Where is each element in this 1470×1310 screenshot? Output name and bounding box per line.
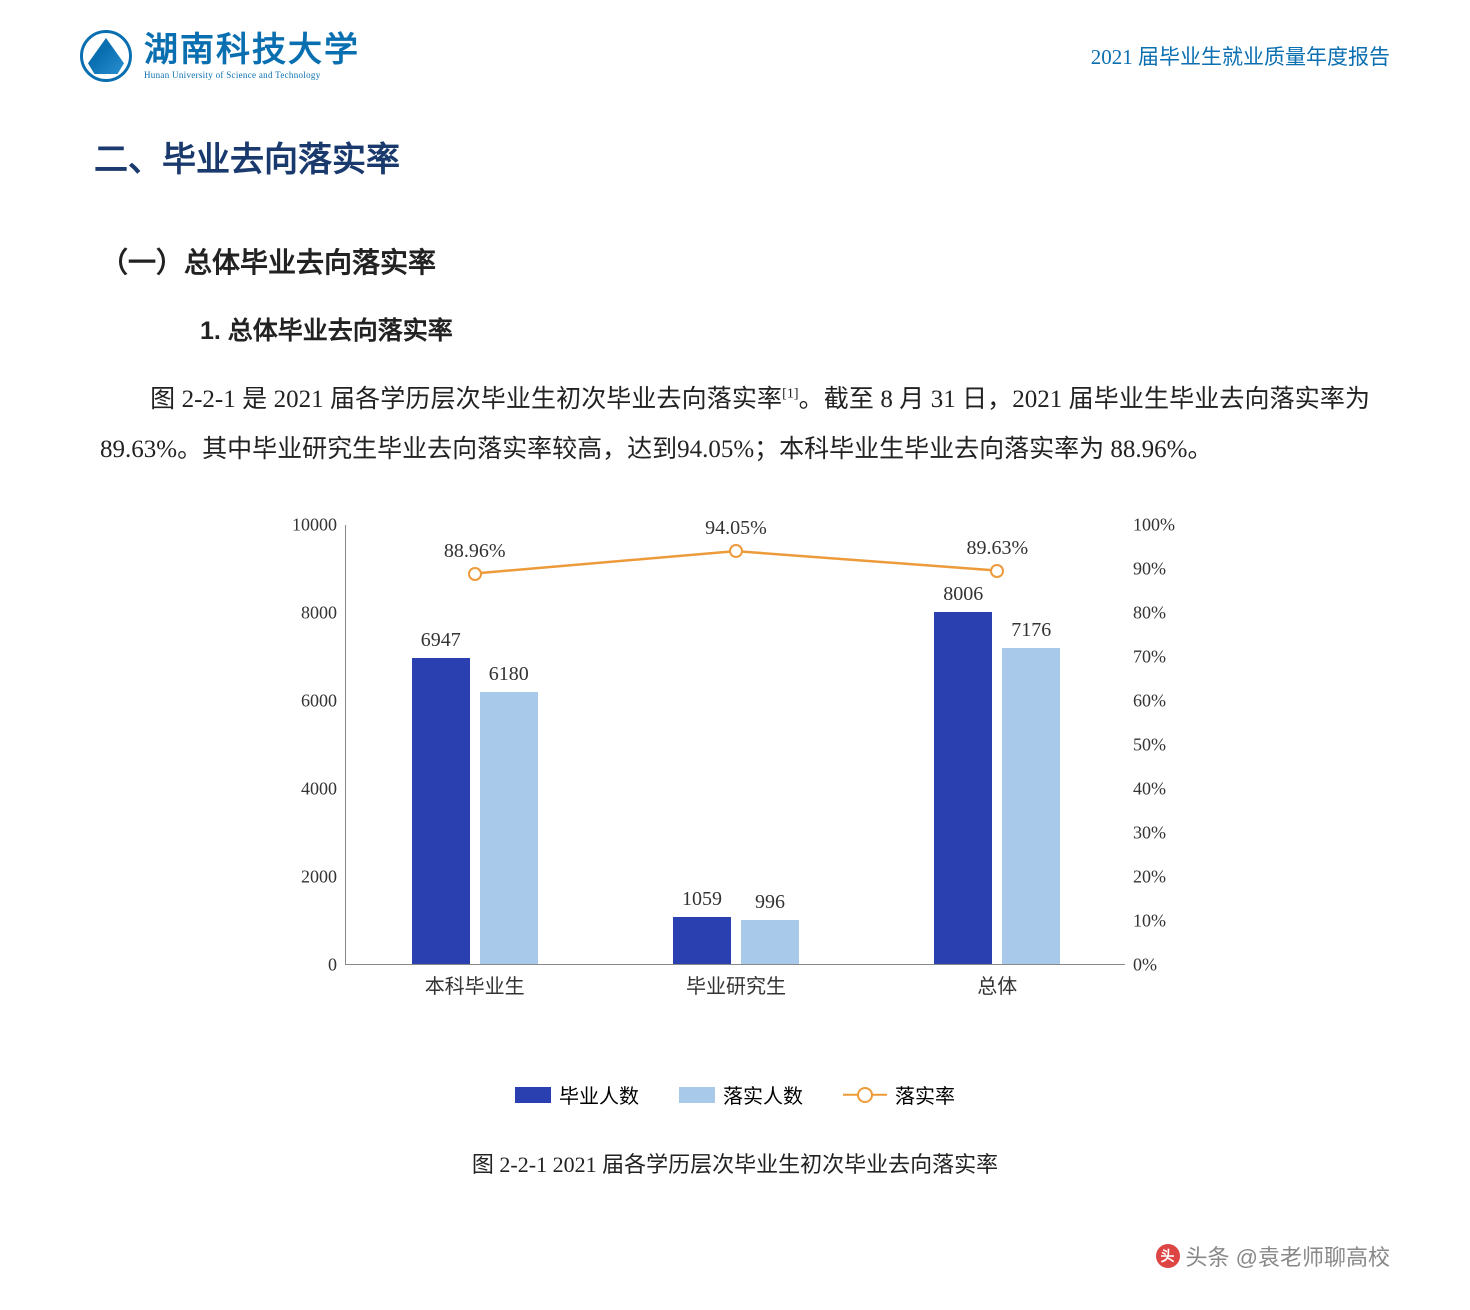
y-right-tick: 90% [1133, 559, 1185, 580]
y-right-tick: 70% [1133, 647, 1185, 668]
university-logo-block: 湖南科技大学 Hunan University of Science and T… [80, 30, 360, 82]
page-header: 湖南科技大学 Hunan University of Science and T… [80, 30, 1390, 82]
y-right-tick: 100% [1133, 515, 1185, 536]
legend-placed-count: 落实人数 [679, 1080, 803, 1109]
bar-grad-count [934, 612, 992, 964]
legend-rate: 落实率 [843, 1080, 955, 1109]
heading-level-1: 二、毕业去向落实率 [94, 132, 1390, 181]
bar-placed-count [480, 692, 538, 964]
bar-grad-count [412, 658, 470, 964]
y-right-tick: 50% [1133, 735, 1185, 756]
chart-caption: 图 2-2-1 2021 届各学历层次毕业生初次毕业去向落实率 [200, 1147, 1270, 1179]
university-logo-icon [80, 30, 132, 82]
y-right-tick: 30% [1133, 823, 1185, 844]
watermark-icon: 头 [1156, 1244, 1180, 1268]
y-right-tick: 80% [1133, 603, 1185, 624]
watermark-text: 头条 @袁老师聊高校 [1186, 1240, 1390, 1272]
legend-label: 落实率 [895, 1080, 955, 1109]
y-right-tick: 0% [1133, 955, 1185, 976]
plot-area: 本科毕业生69476180毕业研究生1059996总体8006717688.96… [345, 525, 1125, 965]
university-name-en: Hunan University of Science and Technolo… [144, 70, 360, 80]
bar-value-label: 6947 [401, 629, 481, 652]
y-right-tick: 40% [1133, 779, 1185, 800]
university-name-cn: 湖南科技大学 [144, 32, 360, 69]
heading-level-3: 1. 总体毕业去向落实率 [200, 311, 1390, 347]
x-category-label: 毕业研究生 [676, 970, 796, 999]
y-right-tick: 10% [1133, 911, 1185, 932]
bar-value-label: 6180 [469, 663, 549, 686]
body-paragraph: 图 2-2-1 是 2021 届各学历层次毕业生初次毕业去向落实率[1]。截至 … [100, 375, 1370, 475]
chart-legend: 毕业人数 落实人数 落实率 [200, 1080, 1270, 1109]
heading-level-2: （一）总体毕业去向落实率 [100, 241, 1390, 281]
x-category-label: 本科毕业生 [415, 970, 535, 999]
rate-value-label: 89.63% [966, 537, 1028, 560]
rate-value-label: 94.05% [705, 517, 767, 540]
y-left-tick: 10000 [285, 515, 337, 536]
bar-placed-count [1002, 648, 1060, 964]
y-right-tick: 60% [1133, 691, 1185, 712]
y-left-tick: 2000 [285, 867, 337, 888]
chart-container: 本科毕业生69476180毕业研究生1059996总体8006717688.96… [200, 505, 1270, 1179]
legend-label: 落实人数 [723, 1080, 803, 1109]
y-left-tick: 0 [285, 955, 337, 976]
legend-label: 毕业人数 [559, 1080, 639, 1109]
bar-value-label: 8006 [923, 583, 1003, 606]
rate-value-label: 88.96% [444, 540, 506, 563]
y-left-tick: 8000 [285, 603, 337, 624]
bar-placed-count [741, 920, 799, 964]
y-right-tick: 20% [1133, 867, 1185, 888]
watermark: 头 头条 @袁老师聊高校 [1156, 1240, 1390, 1272]
rate-marker [729, 544, 743, 558]
legend-grad-count: 毕业人数 [515, 1080, 639, 1109]
report-title: 2021 届毕业生就业质量年度报告 [1091, 41, 1390, 71]
rate-marker [468, 567, 482, 581]
y-left-tick: 4000 [285, 779, 337, 800]
bar-grad-count [673, 917, 731, 964]
bar-value-label: 7176 [991, 619, 1071, 642]
y-left-tick: 6000 [285, 691, 337, 712]
bar-value-label: 996 [730, 891, 810, 914]
employment-rate-chart: 本科毕业生69476180毕业研究生1059996总体8006717688.96… [255, 505, 1215, 1025]
rate-marker [990, 564, 1004, 578]
x-category-label: 总体 [937, 970, 1057, 999]
